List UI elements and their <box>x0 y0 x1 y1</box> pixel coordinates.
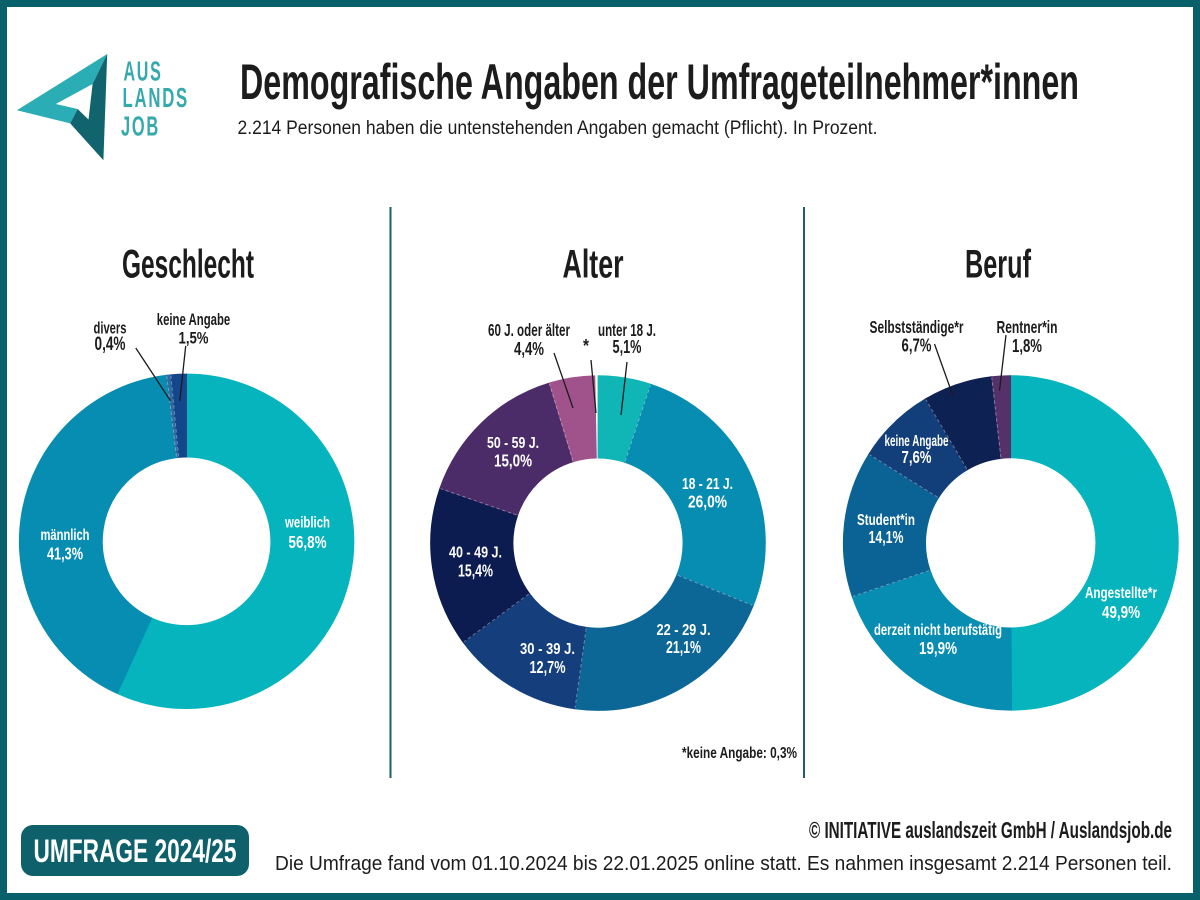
svg-text:keine Angabe: keine Angabe <box>885 433 949 450</box>
svg-text:12,7%: 12,7% <box>530 657 566 677</box>
svg-text:49,9%: 49,9% <box>1102 602 1140 622</box>
svg-text:1,5%: 1,5% <box>179 329 209 348</box>
svg-text:56,8%: 56,8% <box>289 532 327 552</box>
svg-text:Demografische Angaben der Umfr: Demografische Angaben der Umfrageteilneh… <box>240 54 1079 110</box>
svg-text:4,4%: 4,4% <box>514 338 544 359</box>
svg-text:15,0%: 15,0% <box>494 451 532 471</box>
svg-text:männlich: männlich <box>41 527 90 544</box>
svg-text:Student*in: Student*in <box>857 512 915 529</box>
svg-text:Geschlecht: Geschlecht <box>122 243 254 287</box>
svg-text:unter 18 J.: unter 18 J. <box>598 320 656 340</box>
svg-text:40 - 49 J.: 40 - 49 J. <box>449 545 502 562</box>
svg-text:Rentner*in: Rentner*in <box>997 317 1058 337</box>
svg-text:50 - 59 J.: 50 - 59 J. <box>487 435 539 452</box>
svg-text:7,6%: 7,6% <box>902 447 932 467</box>
svg-text:0,4%: 0,4% <box>95 333 126 355</box>
svg-text:60 J. oder älter: 60 J. oder älter <box>488 320 570 340</box>
svg-text:6,7%: 6,7% <box>902 335 932 356</box>
svg-text:21,1%: 21,1% <box>666 637 701 657</box>
svg-text:22 - 29 J.: 22 - 29 J. <box>657 622 711 639</box>
svg-text:5,1%: 5,1% <box>613 336 642 357</box>
svg-text:15,4%: 15,4% <box>458 561 493 581</box>
svg-text:derzeit nicht berufstätig: derzeit nicht berufstätig <box>874 622 1002 639</box>
svg-text:divers: divers <box>94 319 127 338</box>
svg-text:© INITIATIVE auslandszeit GmbH: © INITIATIVE auslandszeit GmbH / Ausland… <box>809 817 1172 843</box>
svg-text:26,0%: 26,0% <box>688 492 727 512</box>
svg-text:14,1%: 14,1% <box>869 527 904 547</box>
svg-text:weiblich: weiblich <box>284 515 330 532</box>
svg-text:*: * <box>583 336 589 356</box>
svg-text:Angestellte*r: Angestellte*r <box>1085 585 1157 602</box>
svg-text:AUS: AUS <box>124 56 163 87</box>
svg-text:1,8%: 1,8% <box>1012 335 1042 356</box>
svg-text:Die Umfrage fand vom 01.10.202: Die Umfrage fand vom 01.10.2024 bis 22.0… <box>275 853 1172 875</box>
svg-text:JOB: JOB <box>121 111 160 142</box>
svg-text:*keine Angabe: 0,3%: *keine Angabe: 0,3% <box>682 745 797 762</box>
svg-text:LANDS: LANDS <box>123 82 190 113</box>
svg-text:Selbstständige*r: Selbstständige*r <box>870 317 964 337</box>
svg-text:Alter: Alter <box>563 243 624 287</box>
svg-text:2.214 Personen haben die unten: 2.214 Personen haben die untenstehenden … <box>238 118 878 139</box>
svg-text:19,9%: 19,9% <box>919 638 957 658</box>
svg-text:keine Angabe: keine Angabe <box>157 311 231 329</box>
svg-text:18 - 21 J.: 18 - 21 J. <box>682 476 733 493</box>
svg-text:30 - 39 J.: 30 - 39 J. <box>520 641 575 658</box>
svg-text:Beruf: Beruf <box>965 243 1032 287</box>
svg-text:UMFRAGE 2024/25: UMFRAGE 2024/25 <box>34 833 237 869</box>
svg-text:41,3%: 41,3% <box>47 544 83 564</box>
